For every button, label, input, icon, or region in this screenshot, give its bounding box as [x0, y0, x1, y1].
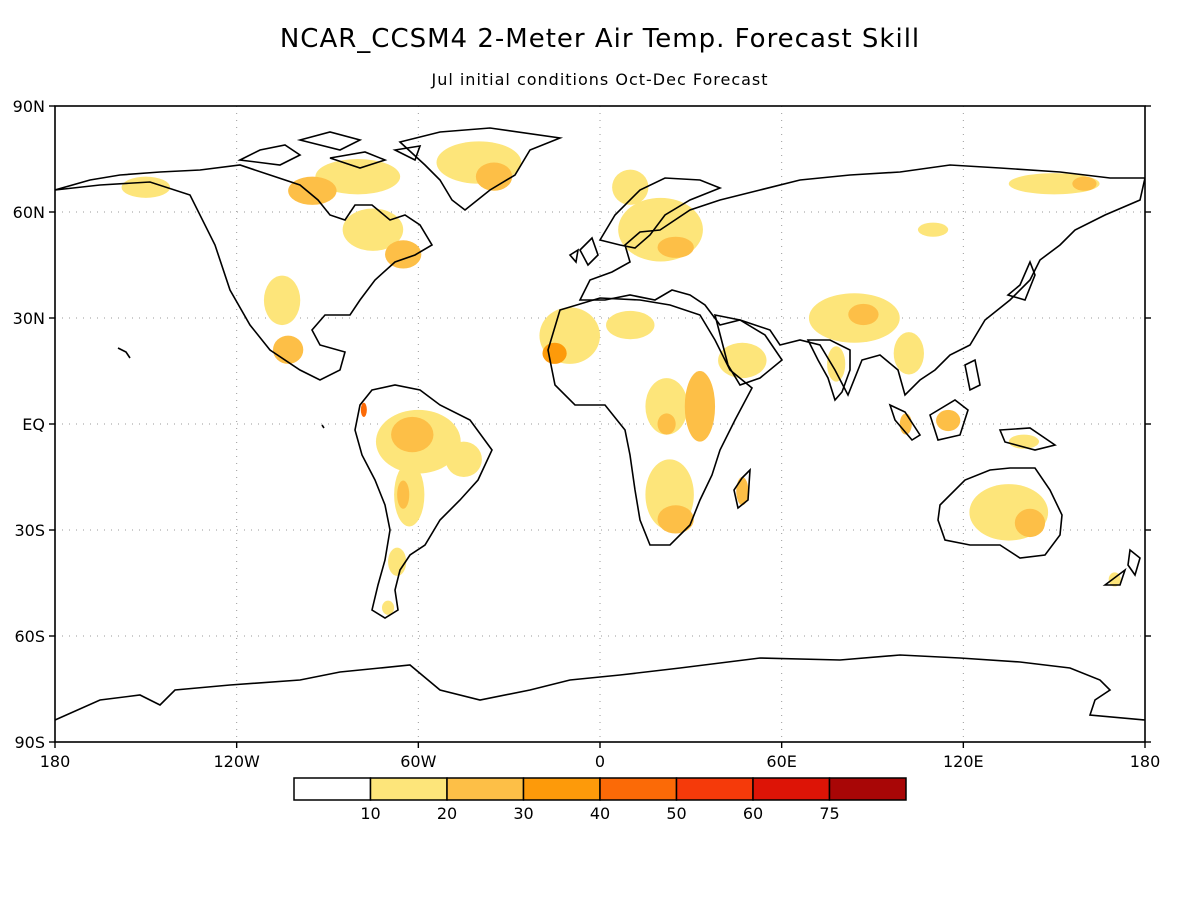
coastline-madagascar — [733, 467, 751, 510]
colorbar-label: 40 — [590, 804, 610, 823]
skill-region — [657, 505, 694, 534]
lon-tick-label: 180 — [40, 752, 71, 771]
lat-tick-label: 60N — [13, 203, 45, 222]
lat-tick-label: 90S — [14, 733, 45, 752]
colorbar-segment — [675, 777, 754, 801]
skill-region — [315, 159, 401, 195]
lon-tick-label: 120W — [213, 752, 260, 771]
coastline-india — [806, 339, 851, 402]
skill-region — [848, 303, 879, 326]
skill-region — [736, 477, 749, 506]
skill-region — [936, 409, 961, 432]
colorbar-segment — [446, 777, 525, 801]
colorbar-label: 10 — [360, 804, 380, 823]
skill-region — [1072, 176, 1097, 191]
skill-region — [288, 176, 337, 205]
skill-region — [397, 480, 410, 509]
coastline-australia — [937, 467, 1063, 559]
skill-region — [1014, 508, 1046, 538]
lat-tick-label: EQ — [22, 415, 45, 434]
skill-region — [917, 222, 949, 237]
map-subtitle: Jul initial conditions Oct-Dec Forecast — [431, 70, 769, 89]
coastline-north-america — [55, 164, 434, 381]
skill-region — [385, 240, 422, 269]
lat-tick-label: 90N — [13, 97, 45, 116]
skill-region — [684, 371, 716, 442]
lon-tick-label: 0 — [595, 752, 605, 771]
lon-tick-label: 60E — [766, 752, 796, 771]
colorbar-label: 50 — [666, 804, 686, 823]
colorbar-label: 30 — [513, 804, 533, 823]
skill-region — [445, 441, 482, 478]
coastline-antarctica — [55, 654, 1145, 721]
colorbar-segment — [293, 777, 372, 801]
skill-region — [121, 176, 171, 198]
lat-tick-label: 30N — [13, 309, 45, 328]
coastline-sumatra — [888, 403, 922, 442]
skill-region — [475, 162, 513, 191]
skill-region — [612, 169, 649, 205]
colorbar-segment — [828, 777, 907, 801]
coastline-hawaii — [117, 347, 325, 429]
skill-region — [657, 236, 694, 258]
coastline-british-isles — [568, 236, 599, 267]
map-title: NCAR_CCSM4 2-Meter Air Temp. Forecast Sk… — [279, 24, 921, 54]
lon-tick-label: 180 — [1130, 752, 1161, 771]
coastline-arabia — [713, 313, 784, 386]
map-frame — [54, 105, 1146, 743]
skill-region — [542, 342, 567, 364]
coastlines — [55, 127, 1145, 721]
lon-tick-label: 60W — [400, 752, 436, 771]
skill-region — [657, 413, 676, 435]
skill-region — [360, 402, 367, 417]
colorbar-segment — [599, 777, 678, 801]
coastline-arctic-islands — [237, 131, 422, 169]
colorbar: 10 20 30 40 50 60 75 — [293, 777, 907, 823]
skill-region — [606, 310, 655, 340]
skill-region — [388, 547, 407, 576]
skill-region — [382, 600, 395, 615]
coastline-japan — [1006, 259, 1036, 301]
skill-shading — [121, 141, 1121, 615]
colorbar-label: 60 — [743, 804, 763, 823]
colorbar-segment — [522, 777, 601, 801]
coastline-new-guinea — [998, 427, 1057, 451]
colorbar-segment — [752, 777, 831, 801]
lat-tick-label: 60S — [14, 627, 45, 646]
skill-region — [273, 335, 304, 364]
skill-region — [263, 275, 301, 326]
coastline-greenland — [398, 127, 564, 212]
colorbar-label: 75 — [819, 804, 839, 823]
coastline-new-zealand — [1102, 548, 1141, 586]
lon-tick-label: 120E — [943, 752, 984, 771]
colorbar-label: 20 — [437, 804, 457, 823]
coastline-borneo — [929, 399, 969, 441]
skill-region — [391, 416, 434, 453]
colorbar-segment — [369, 777, 448, 801]
skill-region — [899, 413, 912, 435]
skill-region — [645, 378, 688, 435]
gridlines — [55, 106, 1145, 742]
coastline-south-america — [354, 384, 493, 619]
skill-region — [893, 332, 924, 375]
coastline-philippines — [964, 358, 981, 392]
skill-region — [827, 346, 846, 382]
coastline-africa — [547, 297, 754, 546]
lat-tick-label: 30S — [14, 521, 45, 540]
coastline-scandinavia — [598, 177, 723, 249]
